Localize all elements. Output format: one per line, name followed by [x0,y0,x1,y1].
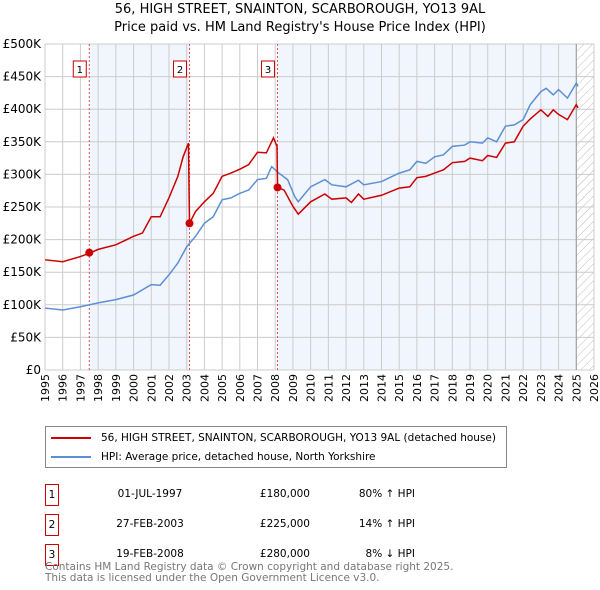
price-chart: 1995 1996 1997 1998 1999 2000 2001 2002 2003 2004… [3,37,600,402]
x-tick-label: 1995 [39,374,52,402]
x-tick-label: 2001 [145,374,158,402]
x-tick-label: 2008 [269,374,282,402]
y-tick-label: £450K [3,70,43,84]
transaction-hpi-diff: 8% ↓ HPI [365,548,415,560]
y-tick-label: £500K [3,37,43,51]
sale-label-box [173,60,188,78]
sale-point [273,183,282,192]
x-tick-label: 2002 [163,374,176,402]
transaction-date: 19-FEB-2008 [116,548,184,560]
transaction-price: £180,000 [259,488,310,500]
transaction-hpi-diff: 14% ↑ HPI [358,518,415,530]
sale-label: 3 [265,65,271,76]
x-tick-label: 2023 [535,374,548,402]
x-tick-label: 2022 [517,374,530,402]
x-tick-label: 2016 [411,374,424,402]
legend: 56, HIGH STREET, SNAINTON, SCARBOROUGH, … [45,426,507,468]
x-tick-label: 1997 [74,374,87,402]
x-tick-label: 2025 [570,374,583,402]
x-tick-label: 2026 [588,374,600,402]
x-tick-label: 2010 [305,374,318,402]
y-tick-label: £350K [3,135,43,149]
footer-copyright: Contains HM Land Registry data © Crown c… [45,561,454,573]
x-tick-label: 1999 [110,374,123,402]
chart-subtitle: Price paid vs. HM Land Registry's House … [114,20,486,35]
y-tick-label: £0 [26,363,41,377]
legend-label: HPI: Average price, detached house, Nort… [101,451,376,463]
x-tick-label: 2011 [322,374,335,402]
y-tick-label: £100K [3,298,43,312]
x-tick-label: 2000 [128,374,141,402]
x-tick-label: 2006 [234,374,247,402]
sale-label: 1 [77,65,83,76]
property-price-line [44,103,579,263]
x-tick-label: 2014 [375,374,388,402]
chart-title: 56, HIGH STREET, SNAINTON, SCARBOROUGH, … [114,2,486,17]
transaction-number-badge: 3 [45,544,59,566]
sale-label-box [261,60,276,78]
transaction-price: £280,000 [259,548,310,560]
transaction-row: 2 27-FEB-2003 £225,000 14% ↑ HPI [45,514,445,536]
y-tick-label: £400K [3,102,43,116]
legend-item-property: 56, HIGH STREET, SNAINTON, SCARBOROUGH, … [51,430,496,446]
transaction-date: 01-JUL-1997 [117,488,183,500]
x-tick-label: 2009 [287,374,300,402]
x-tick-label: 2012 [340,374,353,402]
x-tick-label: 2018 [446,374,459,402]
transaction-row: 3 19-FEB-2008 £280,000 8% ↓ HPI [45,544,445,566]
x-tick-label: 2017 [429,374,442,402]
legend-blue-line [51,456,91,458]
y-tick-label: £250K [3,200,43,214]
y-tick-label: £150K [3,265,43,279]
sale-label-box [72,60,87,78]
x-tick-label: 2003 [181,374,194,402]
transaction-date: 27-FEB-2003 [116,518,184,530]
x-tick-label: 2021 [499,374,512,402]
x-tick-label: 2019 [464,374,477,402]
x-tick-label: 1996 [57,374,70,402]
hpi-line [44,81,579,311]
x-tick-label: 2004 [198,374,211,402]
legend-label: 56, HIGH STREET, SNAINTON, SCARBOROUGH, … [101,432,496,444]
sale-label: 2 [177,65,183,76]
legend-item-hpi: HPI: Average price, detached house, Nort… [51,449,376,465]
x-tick-label: 2005 [216,374,229,402]
transaction-price: £225,000 [259,518,310,530]
x-tick-label: 2024 [553,374,566,402]
x-tick-label: 2007 [252,374,265,402]
legend-red-line [51,437,91,439]
y-tick-label: £200K [3,233,43,247]
sale-point [185,219,194,228]
x-tick-label: 2015 [393,374,406,402]
transaction-row: 1 01-JUL-1997 £180,000 80% ↑ HPI [45,484,445,506]
x-tick-label: 2013 [358,374,371,402]
transaction-hpi-diff: 80% ↑ HPI [358,488,415,500]
x-tick-label: 1998 [92,374,105,402]
x-tick-label: 2020 [482,374,495,402]
transaction-number-badge: 1 [45,484,59,506]
y-tick-label: £50K [10,330,42,344]
sale-point [85,248,94,257]
y-tick-label: £300K [3,167,43,181]
footer-licence: This data is licensed under the Open Gov… [45,572,380,584]
transaction-number-badge: 2 [45,514,59,536]
